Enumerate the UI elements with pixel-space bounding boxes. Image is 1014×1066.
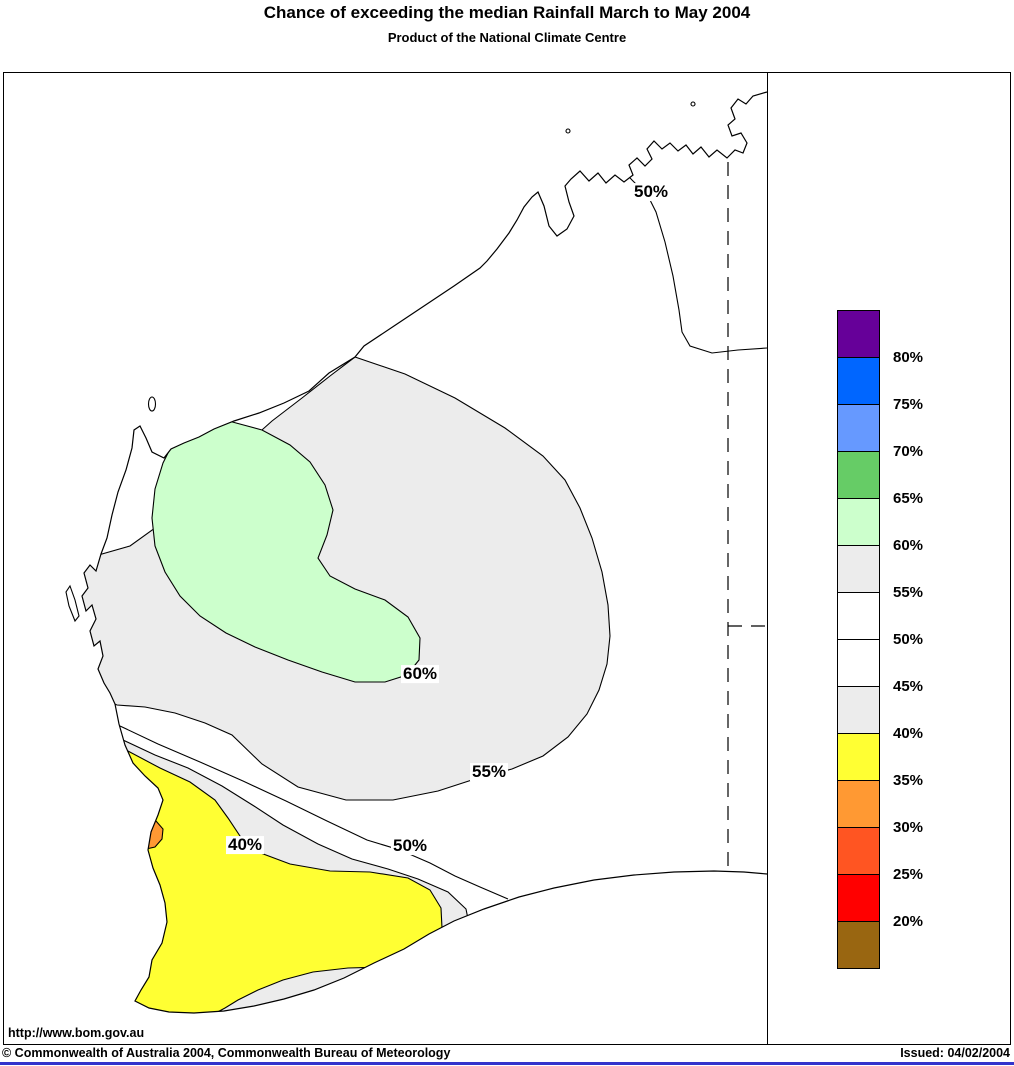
legend-label-80pct: 80% [893,349,924,366]
legend-swatch-9 [837,733,880,781]
contour-label-50pct-3: 50% [390,836,430,856]
map-frame [3,72,1011,1045]
contour-label-50pct-0: 50% [631,182,671,202]
legend-swatch-1 [837,357,880,405]
legend-swatch-2 [837,404,880,452]
panel-divider [767,72,768,1044]
legend-label-25pct: 25% [893,866,924,883]
legend-swatch-5 [837,545,880,593]
islet-kimberley [565,128,571,134]
region-55-60 [82,357,610,800]
contour-line-50-southwest [120,726,508,899]
url-label: http://www.bom.gov.au [8,1026,145,1040]
legend-swatch-4 [837,498,880,546]
legend-label-40pct: 40% [893,725,924,742]
legend-label-60pct: 60% [893,537,924,554]
legend-label-45pct: 45% [893,678,924,695]
legend: 80% 75% 70% 65% 60% 55% 50% 45% 40% 35% 30% 25% 20% [837,310,947,969]
contour-label-60pct-1: 60% [400,664,440,684]
legend-label-65pct: 65% [893,490,924,507]
islet-north [690,101,696,107]
contour-label-55pct-2: 55% [469,762,509,782]
island-barrow [147,396,157,412]
footer-issued: Issued: 04/02/2004 [900,1046,1010,1060]
legend-label-30pct: 30% [893,819,924,836]
legend-label-70pct: 70% [893,443,924,460]
page-subtitle: Product of the National Climate Centre [387,30,627,45]
legend-swatch-10 [837,780,880,828]
island-dirk-hartog [66,586,79,621]
legend-label-75pct: 75% [893,396,924,413]
legend-swatch-7 [837,639,880,687]
legend-swatch-3 [837,451,880,499]
legend-label-35pct: 35% [893,772,924,789]
contour-label-40pct-4: 40% [225,835,265,855]
page-title: Chance of exceeding the median Rainfall … [263,3,751,22]
coastline [82,92,767,1013]
legend-swatch-0 [837,310,880,358]
footer-copyright: © Commonwealth of Australia 2004, Common… [2,1046,451,1060]
legend-swatch-12 [837,874,880,922]
legend-label-20pct: 20% [893,913,924,930]
legend-swatch-11 [837,827,880,875]
legend-swatch-6 [837,592,880,640]
bottom-bar [0,1062,1014,1065]
legend-label-55pct: 55% [893,584,924,601]
contour-line-50-north [597,142,767,353]
legend-label-50pct: 50% [893,631,924,648]
legend-swatch-8 [837,686,880,734]
legend-swatch-13 [837,921,880,969]
